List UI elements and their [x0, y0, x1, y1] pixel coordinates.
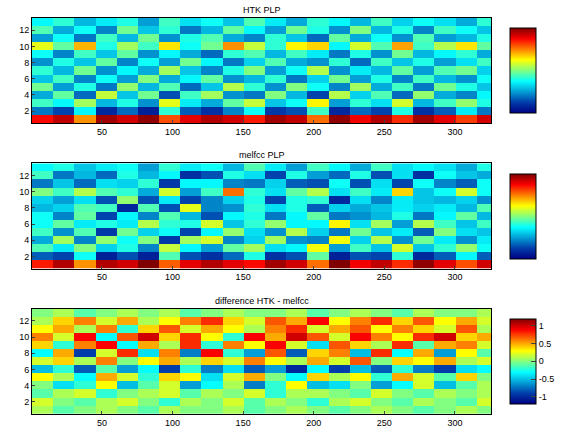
svg-text:2: 2: [24, 252, 29, 262]
svg-text:300: 300: [447, 127, 462, 137]
svg-text:12: 12: [19, 171, 29, 181]
svg-text:2: 2: [24, 397, 29, 407]
svg-text:6: 6: [24, 219, 29, 229]
svg-text:4: 4: [24, 381, 29, 391]
svg-text:8: 8: [24, 348, 29, 358]
svg-text:12: 12: [19, 316, 29, 326]
svg-text:50: 50: [97, 127, 107, 137]
svg-text:2: 2: [24, 106, 29, 116]
svg-text:1: 1: [539, 321, 544, 331]
svg-text:250: 250: [377, 127, 392, 137]
svg-text:200: 200: [306, 272, 321, 282]
svg-text:50: 50: [97, 272, 107, 282]
svg-text:200: 200: [306, 127, 321, 137]
svg-text:100: 100: [165, 272, 180, 282]
svg-text:150: 150: [236, 272, 251, 282]
svg-text:10: 10: [19, 42, 29, 52]
svg-text:0.5: 0.5: [539, 339, 552, 349]
svg-text:12: 12: [19, 25, 29, 35]
svg-text:melfcc PLP: melfcc PLP: [239, 150, 285, 160]
svg-text:250: 250: [377, 418, 392, 428]
svg-text:6: 6: [24, 74, 29, 84]
svg-text:150: 150: [236, 418, 251, 428]
svg-text:100: 100: [165, 127, 180, 137]
svg-text:100: 100: [165, 418, 180, 428]
svg-text:4: 4: [24, 90, 29, 100]
svg-text:6: 6: [24, 365, 29, 375]
svg-text:8: 8: [24, 203, 29, 213]
svg-text:4: 4: [24, 235, 29, 245]
svg-text:10: 10: [19, 332, 29, 342]
svg-text:-1: -1: [539, 392, 547, 402]
svg-text:300: 300: [447, 418, 462, 428]
svg-text:300: 300: [447, 272, 462, 282]
svg-text:250: 250: [377, 272, 392, 282]
svg-text:0: 0: [539, 356, 544, 366]
svg-text:150: 150: [236, 127, 251, 137]
svg-text:-0.5: -0.5: [539, 374, 555, 384]
svg-text:8: 8: [24, 58, 29, 68]
svg-text:10: 10: [19, 187, 29, 197]
svg-text:50: 50: [97, 418, 107, 428]
svg-text:difference HTK - melfcc: difference HTK - melfcc: [215, 296, 309, 306]
svg-text:HTK PLP: HTK PLP: [243, 5, 281, 15]
svg-text:200: 200: [306, 418, 321, 428]
